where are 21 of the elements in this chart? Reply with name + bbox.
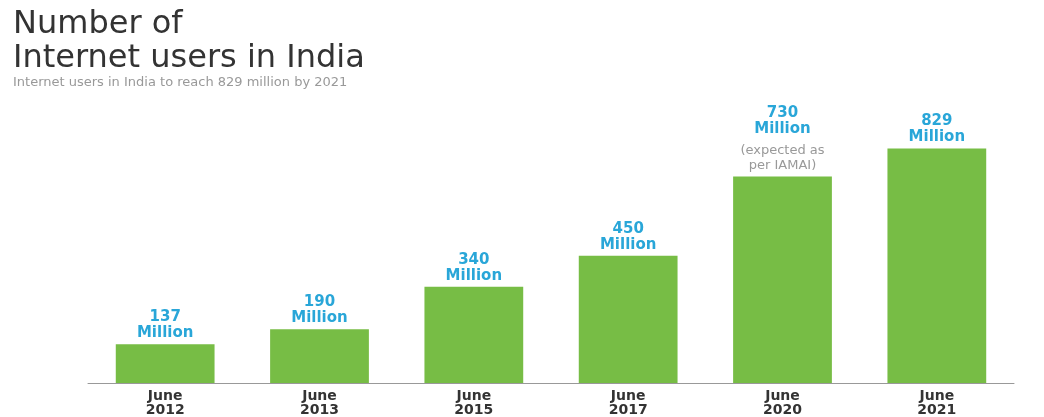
bar bbox=[887, 148, 987, 383]
data-label: 340 Million bbox=[445, 249, 503, 284]
chart-title: Number of Internet users in India bbox=[13, 3, 365, 75]
x-tick-label: June 2017 bbox=[608, 387, 648, 417]
x-tick-label: June 2012 bbox=[145, 387, 185, 417]
annotation: (expected as per IAMAI) bbox=[740, 142, 825, 173]
x-tick-label: June 2021 bbox=[917, 387, 957, 417]
bar bbox=[424, 286, 524, 383]
x-tick-label: June 2020 bbox=[763, 387, 803, 417]
data-label: 137 Million bbox=[136, 307, 194, 342]
chart-subtitle: Internet users in India to reach 829 million by 2021 bbox=[13, 74, 348, 89]
bar bbox=[115, 344, 215, 383]
data-label: 730 Million bbox=[754, 103, 811, 138]
data-label: 829 Million bbox=[908, 111, 966, 146]
bar bbox=[270, 329, 369, 383]
data-label: 450 Million bbox=[599, 218, 657, 253]
bar bbox=[733, 176, 832, 383]
bar bbox=[578, 255, 678, 383]
x-tick-label: June 2015 bbox=[454, 387, 494, 417]
data-label: 190 Million bbox=[291, 292, 348, 327]
x-tick-label: June 2013 bbox=[300, 387, 339, 417]
